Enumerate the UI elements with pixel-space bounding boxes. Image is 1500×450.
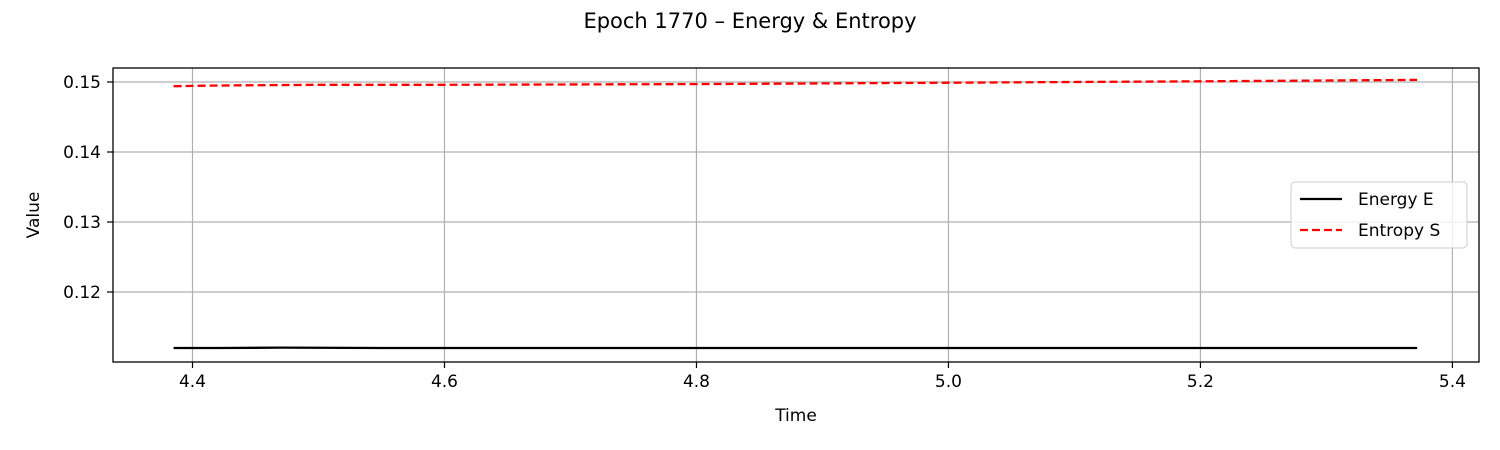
x-tick-label: 5.4 — [1439, 372, 1466, 392]
y-tick-label: 0.15 — [63, 73, 101, 93]
x-axis: 4.4 4.6 4.8 5.0 5.2 5.4 — [179, 362, 1466, 392]
series-layer — [173, 78, 1418, 350]
x-tick-label: 4.6 — [431, 372, 458, 392]
y-tick-label: 0.12 — [63, 283, 101, 303]
legend-label-energy: Energy E — [1358, 190, 1434, 210]
x-tick-label: 5.0 — [935, 372, 962, 392]
y-tick-label: 0.14 — [63, 143, 101, 163]
x-tick-label: 4.4 — [179, 372, 206, 392]
chart-title: Epoch 1770 – Energy & Entropy — [583, 9, 916, 33]
grid — [113, 68, 1479, 362]
x-axis-label: Time — [774, 406, 817, 426]
y-axis-label: Value — [24, 192, 44, 239]
x-tick-label: 5.2 — [1187, 372, 1214, 392]
legend: Energy E Entropy S — [1290, 181, 1468, 249]
y-axis: 0.12 0.13 0.14 0.15 — [63, 73, 113, 303]
series-line-entropy — [173, 78, 1418, 88]
legend-label-entropy: Entropy S — [1358, 221, 1440, 241]
y-tick-label: 0.13 — [63, 213, 101, 233]
plot-frame — [112, 67, 1480, 363]
x-tick-label: 4.8 — [683, 372, 710, 392]
